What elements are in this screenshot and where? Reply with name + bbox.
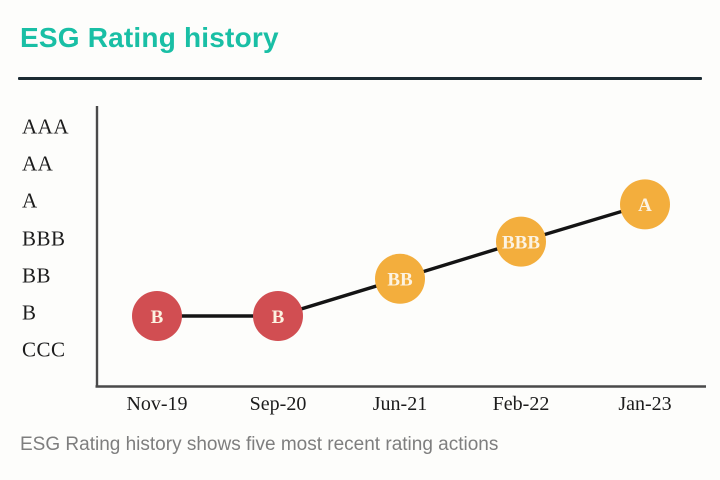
x-axis-label: Feb-22 (492, 393, 550, 415)
x-axis-label: Sep-20 (249, 393, 307, 415)
y-axis-label: BB (22, 263, 52, 288)
data-point-label: BBB (502, 232, 540, 253)
y-axis-label: A (22, 188, 38, 213)
y-axis-label: AA (22, 151, 54, 176)
data-point-label: A (638, 195, 652, 216)
data-point-label: BB (387, 270, 413, 291)
data-point-marker (253, 291, 303, 341)
x-axis-label: Nov-19 (126, 393, 188, 415)
data-point-marker (132, 291, 182, 341)
x-axis-label: Jun-21 (372, 393, 428, 415)
data-point-label: B (272, 307, 285, 328)
title-divider (18, 77, 702, 80)
data-point-marker (375, 253, 425, 304)
page-title: ESG Rating history (20, 22, 279, 53)
data-point-marker (496, 216, 546, 267)
y-axis-label: AAA (22, 114, 69, 139)
data-point-marker (620, 179, 670, 230)
chart-caption: ESG Rating history shows five most recen… (20, 434, 499, 455)
data-point-label: B (151, 307, 164, 328)
y-axis-label: B (22, 300, 37, 325)
y-axis-label: CCC (22, 337, 66, 362)
y-axis-label: BBB (22, 226, 66, 251)
x-axis-label: Jan-23 (618, 393, 672, 415)
